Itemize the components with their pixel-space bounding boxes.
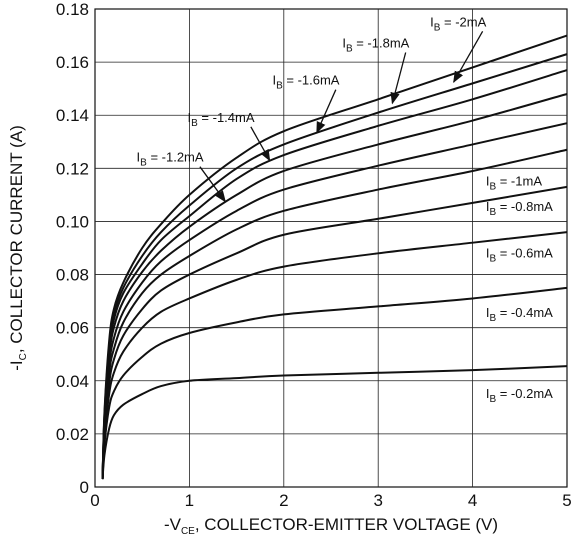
series-label: IB = -0.8mA [486, 199, 553, 218]
series-label: IB = -0.2mA [486, 386, 553, 405]
x-tick-label: 2 [279, 491, 288, 510]
annotation-arrow [453, 30, 484, 84]
y-tick-label: 0.12 [56, 159, 89, 178]
series-label: IB = -2mA [430, 14, 487, 33]
tick-labels: 0 1 2 3 4 5 0 0.02 0.04 0.06 0.08 0.10 0.12 0.14 0.16 0… [56, 0, 572, 510]
x-tick-label: 3 [373, 491, 382, 510]
annotation-arrow [250, 126, 271, 162]
y-tick-label: 0.06 [56, 319, 89, 338]
annotation-arrow [316, 89, 337, 134]
y-tick-label: 0.10 [56, 212, 89, 231]
annotation-arrow [199, 166, 226, 203]
y-tick-label: 0.02 [56, 425, 89, 444]
x-tick-label: 5 [562, 491, 571, 510]
x-tick-label: 1 [185, 491, 194, 510]
series-label: IB = -1.4mA [188, 110, 255, 129]
series-label: IB = -1.2mA [137, 150, 204, 169]
y-axis-label: -IC, COLLECTOR CURRENT (A) [7, 125, 29, 371]
x-tick-label: 0 [90, 491, 99, 510]
series-label: IB = -0.6mA [486, 245, 553, 264]
y-tick-label: 0.14 [56, 106, 89, 125]
series-line-3 [101, 231, 568, 480]
series-label: IB = -1.8mA [342, 36, 409, 55]
x-tick-label: 4 [468, 491, 477, 510]
y-tick-label: 0.18 [56, 0, 89, 19]
series-line-1 [101, 365, 568, 480]
series-label: IB = -1mA [486, 174, 543, 193]
annotation-arrow [390, 52, 407, 105]
x-axis-label: -VCE, COLLECTOR-EMITTER VOLTAGE (V) [164, 515, 498, 537]
plot-frame [94, 8, 568, 488]
y-tick-label: 0.16 [56, 53, 89, 72]
y-tick-label: 0 [80, 478, 89, 497]
series-label: IB = -0.4mA [486, 305, 553, 324]
y-tick-label: 0.04 [56, 372, 89, 391]
series-line-4 [101, 185, 568, 480]
series-line-2 [101, 286, 568, 480]
series-label: IB = -1.6mA [272, 73, 339, 92]
y-tick-label: 0.08 [56, 266, 89, 285]
